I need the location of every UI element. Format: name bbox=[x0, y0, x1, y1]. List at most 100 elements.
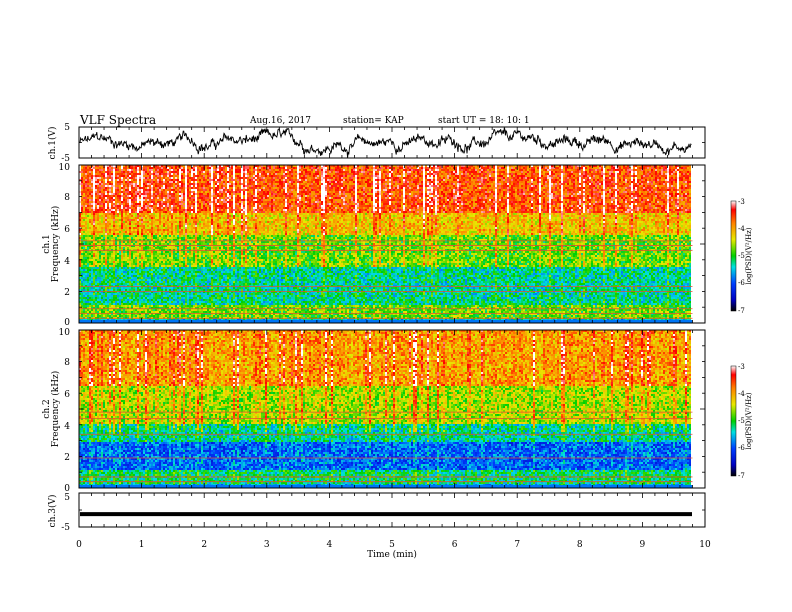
ch1-spec-cell bbox=[99, 255, 101, 257]
ch1-spec-cell bbox=[83, 279, 85, 281]
ch1-spec-cell bbox=[81, 289, 83, 291]
ch1-spec-cell bbox=[107, 305, 109, 307]
ch1-spec-cell bbox=[97, 241, 99, 243]
ch1-spec-cell bbox=[97, 297, 99, 299]
ch1-spec-cell bbox=[119, 283, 121, 285]
ch1-spec-cell bbox=[121, 187, 123, 189]
ch1-spec-cell bbox=[125, 201, 127, 203]
ch1-spec-cell bbox=[91, 233, 93, 235]
ch1-spec-cell bbox=[103, 279, 105, 281]
ch1-spec-cell bbox=[93, 277, 95, 279]
ch1-spec-cell bbox=[125, 167, 127, 169]
ch1-spec-cell bbox=[111, 177, 113, 179]
ch1-spec-cell bbox=[107, 177, 109, 179]
ch1-spec-cell bbox=[135, 173, 137, 175]
ch1-spec-cell bbox=[89, 261, 91, 263]
ch1-spec-cell bbox=[111, 197, 113, 199]
ch1-spec-cell bbox=[99, 265, 101, 267]
ch1-spec-cell bbox=[95, 211, 97, 213]
ch1-spec-cell bbox=[113, 273, 115, 275]
ch1-spec-cell bbox=[115, 229, 117, 231]
ch1-spec-cell bbox=[121, 297, 123, 299]
ch1-spec-cell bbox=[91, 235, 93, 237]
ch1-spec-cell bbox=[99, 171, 101, 173]
ch1-spec-cell bbox=[107, 255, 109, 257]
ch1-spec-cell bbox=[115, 287, 117, 289]
ch1-spec-cell bbox=[103, 171, 105, 173]
ch1-spec-cell bbox=[97, 269, 99, 271]
ch1-spec-cell bbox=[125, 207, 127, 209]
ch1-spec-cell bbox=[119, 187, 121, 189]
ch1-spec-cell bbox=[85, 263, 87, 265]
ch1-spec-cell bbox=[123, 261, 125, 263]
ch1-spec-cell bbox=[125, 195, 127, 197]
ch1-spec-cell bbox=[81, 237, 83, 239]
ch1-spec-cell bbox=[97, 231, 99, 233]
ch1-spec-cell bbox=[135, 169, 137, 171]
ch1-spec-cell bbox=[93, 169, 95, 171]
ch1-spec-cell bbox=[131, 189, 133, 191]
ch1-spec-cell bbox=[89, 281, 91, 283]
ch1-spec-cell bbox=[107, 301, 109, 303]
ch1-spec-cell bbox=[129, 219, 131, 221]
ch1-spec-cell bbox=[109, 295, 111, 297]
ch1-spec-cell bbox=[119, 289, 121, 291]
ch1-spec-cell bbox=[123, 243, 125, 245]
ch1-spec-cell bbox=[133, 199, 135, 201]
ch1-spec-cell bbox=[105, 265, 107, 267]
ch1-spec-cell bbox=[93, 299, 95, 301]
ch1-spec-cell bbox=[111, 171, 113, 173]
ch1-spec-cell bbox=[111, 217, 113, 219]
ch1-spec-cell bbox=[97, 203, 99, 205]
ch1-spec-cell bbox=[85, 201, 87, 203]
ch1-spec-cell bbox=[113, 293, 115, 295]
ch1-spec-cell bbox=[95, 197, 97, 199]
ch1-spec-cell bbox=[81, 267, 83, 269]
ch1-spec-cell bbox=[135, 191, 137, 193]
ch1-spec-cell bbox=[83, 259, 85, 261]
ch1-spec-cell bbox=[91, 209, 93, 211]
ch1-spec-cell bbox=[123, 219, 125, 221]
ch1-spec-cell bbox=[133, 241, 135, 243]
ch1-spec-cell bbox=[81, 199, 83, 201]
ch1-spec-cell bbox=[83, 173, 85, 175]
ch1-spec-cell bbox=[91, 253, 93, 255]
ch1-spec-cell bbox=[101, 297, 103, 299]
ch1-spec-cell bbox=[103, 201, 105, 203]
ch1-spec-cell bbox=[131, 193, 133, 195]
ch1-spec-cell bbox=[129, 299, 131, 301]
ch1-spec-cell bbox=[125, 269, 127, 271]
ch1-spec-cell bbox=[107, 171, 109, 173]
ch1-spec-cell bbox=[103, 181, 105, 183]
ch1-spec-cell bbox=[109, 217, 111, 219]
ch1-spec-cell bbox=[83, 253, 85, 255]
ch1-spec-cell bbox=[125, 185, 127, 187]
ch1-spec-cell bbox=[89, 259, 91, 261]
ch1-spec-cell bbox=[95, 199, 97, 201]
ch1-spec-cell bbox=[113, 201, 115, 203]
ch1-spec-cell bbox=[109, 277, 111, 279]
ch1-spec-cell bbox=[99, 225, 101, 227]
ch1-spec-cell bbox=[91, 315, 93, 317]
ch1-spec-cell bbox=[89, 231, 91, 233]
ch1-spec-cell bbox=[111, 297, 113, 299]
ch1-spec-cell bbox=[127, 213, 129, 215]
ch1-spec-cell bbox=[103, 281, 105, 283]
ch1-spec-cell bbox=[123, 187, 125, 189]
ch1-spec-cell bbox=[85, 231, 87, 233]
ch1-spec-cell bbox=[83, 233, 85, 235]
ch1-spec-cell bbox=[99, 299, 101, 301]
ch1-spec-cell bbox=[121, 269, 123, 271]
ch1-spec-cell bbox=[81, 233, 83, 235]
ch1-spec-cell bbox=[93, 233, 95, 235]
ch1-spec-cell bbox=[115, 207, 117, 209]
ch1-spec-cell bbox=[119, 185, 121, 187]
ch1-spec-cell bbox=[85, 309, 87, 311]
ch1-spec-cell bbox=[93, 171, 95, 173]
ch1-spec-cell bbox=[133, 217, 135, 219]
ch1-spec-cell bbox=[125, 247, 127, 249]
ch1-spec-cell bbox=[119, 217, 121, 219]
ch1-spec-cell bbox=[89, 169, 91, 171]
ch1-spec-cell bbox=[91, 311, 93, 313]
ch1-spec-cell bbox=[111, 273, 113, 275]
